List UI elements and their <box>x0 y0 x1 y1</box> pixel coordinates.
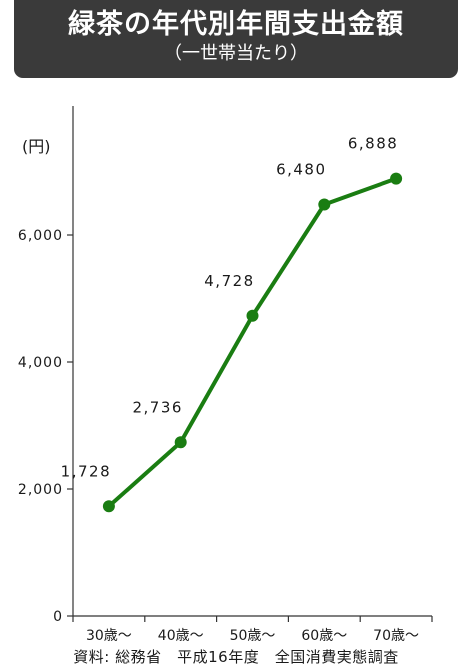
x-tick-label: 50歳～ <box>230 628 276 644</box>
x-tick-label: 40歳～ <box>158 628 204 644</box>
data-label: 6,888 <box>348 135 398 153</box>
x-tick-label: 30歳～ <box>86 628 132 644</box>
y-tick-label: 4,000 <box>18 355 63 371</box>
y-axis-unit-label: (円) <box>22 137 51 156</box>
data-point <box>102 500 115 513</box>
y-tick-label: 2,000 <box>18 482 63 498</box>
x-tick-label: 60歳～ <box>301 628 347 644</box>
title-banner: 緑茶の年代別年間支出金額 （一世帯当たり） <box>14 0 458 78</box>
source-note: 資料: 総務省 平成16年度 全国消費実態調査 <box>73 648 399 666</box>
data-point <box>390 172 403 185</box>
series-line <box>106 176 399 509</box>
x-tick-label: 70歳～ <box>373 628 419 644</box>
data-label: 4,728 <box>204 272 254 290</box>
y-tick-label: 6,000 <box>18 228 63 244</box>
chart-title: 緑茶の年代別年間支出金額 <box>68 9 404 40</box>
chart-subtitle: （一世帯当たり） <box>164 43 308 64</box>
data-point <box>318 198 331 211</box>
y-tick-label: 0 <box>53 609 63 625</box>
data-point <box>174 436 187 449</box>
data-label: 2,736 <box>132 398 182 416</box>
data-label: 1,728 <box>61 462 111 480</box>
data-point <box>246 309 259 322</box>
data-label: 6,480 <box>276 161 326 179</box>
